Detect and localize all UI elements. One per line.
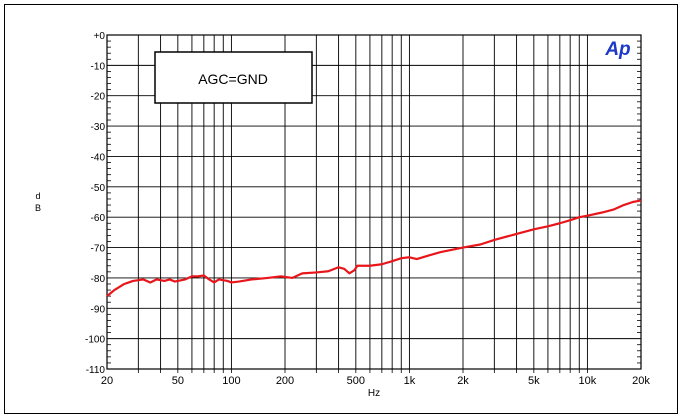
y-tick-label: -70 xyxy=(91,244,106,255)
x-tick-label: 500 xyxy=(347,375,365,387)
y-axis-label-part-2: B xyxy=(35,203,41,213)
x-tick-label: 200 xyxy=(276,375,294,387)
x-tick-label: 2k xyxy=(457,375,469,387)
y-tick-label: -40 xyxy=(91,152,106,163)
y-tick-label: -50 xyxy=(91,183,106,194)
y-tick-label: -110 xyxy=(86,365,106,376)
y-tick-label: -90 xyxy=(91,304,106,315)
y-tick-label: -80 xyxy=(91,274,106,285)
x-tick-label: 5k xyxy=(528,375,540,387)
y-tick-label: -30 xyxy=(91,122,106,133)
y-tick-labels: +0 -10 -20 -30 -40 -50 -60 -70 -80 -90 -100 -110 xyxy=(85,31,105,376)
annotation-text: AGC=GND xyxy=(198,71,268,87)
x-tick-label: 100 xyxy=(222,375,240,387)
x-tick-labels: 20 50 100 200 500 1k 2k 5k 10k 20k xyxy=(101,375,650,387)
y-tick-label: -20 xyxy=(91,92,106,103)
plot-border xyxy=(106,34,642,370)
x-axis-label: Hz xyxy=(368,388,380,399)
chart-svg: 20 50 100 200 500 1k 2k 5k 10k 20k +0 -10 -20 -30 -40… xyxy=(35,31,650,399)
x-tick-label: 10k xyxy=(579,375,597,387)
ap-logo: Ap xyxy=(604,39,630,60)
series-line-1 xyxy=(106,199,642,297)
x-tick-label: 20 xyxy=(101,375,113,387)
x-tick-label: 1k xyxy=(404,375,416,387)
y-tick-label: -60 xyxy=(91,213,106,224)
tick-marks xyxy=(107,40,641,373)
y-tick-label: -100 xyxy=(85,335,105,346)
series-group xyxy=(106,199,642,297)
chart-frame: 20 50 100 200 500 1k 2k 5k 10k 20k +0 -10 -20 -30 -40… xyxy=(4,4,678,414)
annotation-box xyxy=(154,51,313,104)
y-tick-label: -10 xyxy=(91,61,106,72)
x-tick-label: 20k xyxy=(632,375,650,387)
y-axis-label-part-1: d xyxy=(35,191,40,201)
x-tick-label: 50 xyxy=(172,375,184,387)
y-tick-label: +0 xyxy=(94,31,106,42)
